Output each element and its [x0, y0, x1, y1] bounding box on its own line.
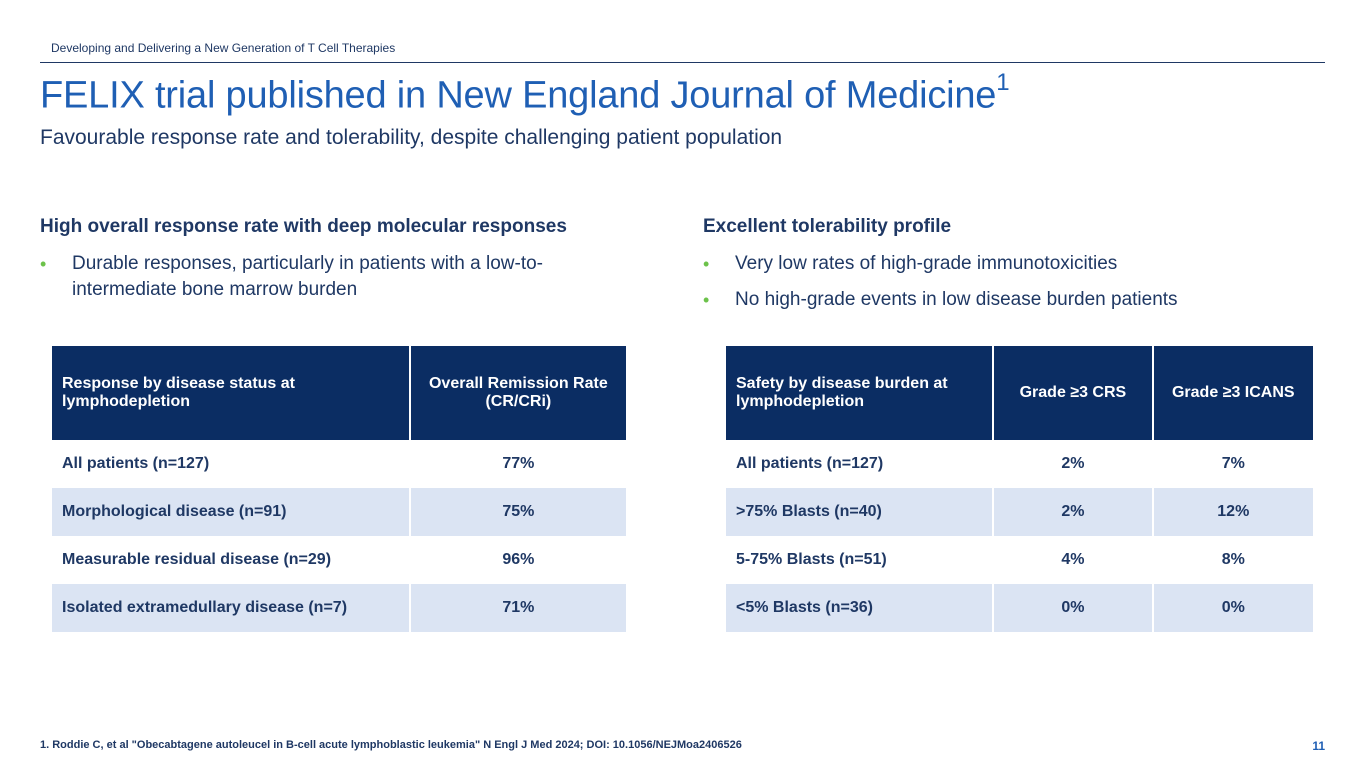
table-row: >75% Blasts (n=40) 2% 12%	[726, 488, 1313, 536]
page-number: 11	[1312, 739, 1325, 753]
table-cell: 8%	[1221, 551, 1245, 568]
list-item: • No high-grade events in low disease bur…	[703, 287, 1313, 313]
table-row: All patients (n=127) 2% 7%	[726, 440, 1313, 488]
response-table: Response by disease status at lymphodepl…	[50, 346, 628, 632]
table-header-row: Safety by disease burden at lymphodeplet…	[726, 346, 1313, 440]
left-section-heading: High overall response rate with deep mol…	[40, 216, 567, 237]
page-title-text: FELIX trial published in New England Jou…	[40, 74, 997, 117]
page-subtitle: Favourable response rate and tolerabilit…	[40, 126, 783, 149]
table-header-cell: Overall Remission Rate (CR/CRi)	[410, 346, 626, 440]
bullet-text: Very low rates of high-grade immunotoxic…	[735, 253, 1118, 274]
table-header-cell: Grade ≥3 CRS	[994, 346, 1152, 440]
table-cell: 75%	[410, 488, 626, 536]
table-cell: Morphological disease (n=91)	[52, 488, 409, 536]
citation-footnote: 1. Roddie C, et al "Obecabtagene autoleu…	[40, 739, 742, 751]
table-cell: All patients (n=127)	[62, 455, 210, 472]
bullet-text: No high-grade events in low disease burd…	[735, 289, 1178, 310]
right-section-heading: Excellent tolerability profile	[703, 216, 952, 237]
bullet-icon: •	[40, 254, 47, 274]
page-title: FELIX trial published in New England Jou…	[40, 69, 1010, 118]
table-row: Measurable residual disease (n=29) 96%	[52, 536, 626, 584]
table-cell: <5% Blasts (n=36)	[726, 584, 993, 632]
table-cell: 71%	[410, 584, 626, 632]
header-divider	[40, 62, 1325, 63]
table-cell: 4%	[1061, 551, 1085, 568]
table-row: Isolated extramedullary disease (n=7) 71…	[52, 584, 626, 632]
table-cell: 2%	[1061, 455, 1085, 472]
table-cell: 2%	[994, 488, 1152, 536]
table-cell: 77%	[502, 455, 535, 472]
table-cell: 7%	[1221, 455, 1245, 472]
title-footnote-marker: 1	[996, 69, 1010, 96]
table-header-cell: Grade ≥3 ICANS	[1153, 346, 1313, 440]
table-header-cell: Safety by disease burden at lymphodeplet…	[726, 346, 993, 440]
bullet-text: Durable responses, particularly in patie…	[72, 253, 543, 300]
table-row: Morphological disease (n=91) 75%	[52, 488, 626, 536]
table-row: <5% Blasts (n=36) 0% 0%	[726, 584, 1313, 632]
right-bullet-list: • Very low rates of high-grade immunotoxi…	[703, 251, 1313, 323]
table-cell: 0%	[1153, 584, 1313, 632]
table-cell: 5-75% Blasts (n=51)	[736, 551, 887, 568]
safety-table: Safety by disease burden at lymphodeplet…	[724, 346, 1315, 632]
list-item: • Very low rates of high-grade immunotoxi…	[703, 251, 1313, 277]
list-item: • Durable responses, particularly in pati…	[40, 251, 610, 303]
bullet-icon: •	[703, 254, 710, 274]
table-cell: Isolated extramedullary disease (n=7)	[52, 584, 409, 632]
table-cell: 96%	[502, 551, 535, 568]
table-cell: All patients (n=127)	[736, 455, 884, 472]
table-cell: Measurable residual disease (n=29)	[62, 551, 332, 568]
table-cell: 12%	[1153, 488, 1313, 536]
header-tagline: Developing and Delivering a New Generati…	[51, 41, 396, 55]
table-cell: 0%	[994, 584, 1152, 632]
bullet-icon: •	[703, 290, 710, 310]
left-bullet-list: • Durable responses, particularly in pati…	[40, 251, 610, 313]
table-row: All patients (n=127) 77%	[52, 440, 626, 488]
table-cell: >75% Blasts (n=40)	[726, 488, 993, 536]
table-row: 5-75% Blasts (n=51) 4% 8%	[726, 536, 1313, 584]
table-header-row: Response by disease status at lymphodepl…	[52, 346, 626, 440]
table-header-cell: Response by disease status at lymphodepl…	[52, 346, 409, 440]
